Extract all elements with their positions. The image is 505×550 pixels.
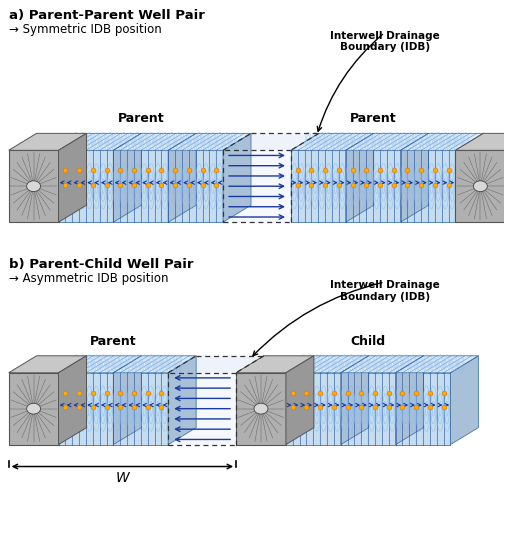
Polygon shape bbox=[114, 373, 168, 444]
Polygon shape bbox=[341, 373, 395, 444]
Text: a) Parent-Parent Well Pair: a) Parent-Parent Well Pair bbox=[9, 9, 205, 21]
Ellipse shape bbox=[254, 403, 268, 414]
Polygon shape bbox=[395, 356, 424, 444]
Text: Parent: Parent bbox=[350, 112, 396, 125]
Polygon shape bbox=[9, 133, 86, 150]
Text: Parent: Parent bbox=[118, 112, 164, 125]
Polygon shape bbox=[9, 150, 59, 222]
Text: b) Parent-Child Well Pair: b) Parent-Child Well Pair bbox=[9, 258, 193, 271]
Polygon shape bbox=[168, 356, 196, 444]
Polygon shape bbox=[456, 133, 483, 222]
Polygon shape bbox=[9, 373, 59, 444]
Polygon shape bbox=[286, 373, 341, 444]
Polygon shape bbox=[114, 133, 141, 222]
Text: → Asymmetric IDB position: → Asymmetric IDB position bbox=[9, 272, 168, 285]
Polygon shape bbox=[395, 356, 478, 373]
Polygon shape bbox=[59, 356, 86, 444]
Polygon shape bbox=[236, 356, 264, 444]
Polygon shape bbox=[114, 356, 141, 444]
Polygon shape bbox=[168, 133, 251, 150]
Text: Interwell Drainage
Boundary (IDB): Interwell Drainage Boundary (IDB) bbox=[330, 31, 439, 52]
Polygon shape bbox=[341, 356, 369, 444]
Polygon shape bbox=[400, 133, 429, 222]
Polygon shape bbox=[223, 150, 291, 222]
Polygon shape bbox=[456, 150, 505, 222]
Polygon shape bbox=[114, 133, 196, 150]
Text: Interwell Drainage
Boundary (IDB): Interwell Drainage Boundary (IDB) bbox=[330, 280, 439, 301]
Polygon shape bbox=[168, 356, 264, 373]
Polygon shape bbox=[59, 133, 141, 150]
Ellipse shape bbox=[27, 181, 40, 191]
Polygon shape bbox=[400, 133, 483, 150]
Text: W: W bbox=[116, 470, 129, 485]
Polygon shape bbox=[395, 373, 450, 444]
Ellipse shape bbox=[27, 403, 40, 414]
Polygon shape bbox=[114, 356, 196, 373]
Polygon shape bbox=[59, 373, 114, 444]
Polygon shape bbox=[286, 356, 314, 444]
Polygon shape bbox=[236, 373, 286, 444]
Polygon shape bbox=[286, 356, 369, 373]
Polygon shape bbox=[400, 150, 456, 222]
Polygon shape bbox=[341, 356, 424, 373]
Polygon shape bbox=[291, 133, 319, 222]
Polygon shape bbox=[450, 356, 478, 444]
Polygon shape bbox=[168, 133, 196, 222]
Text: Parent: Parent bbox=[90, 335, 137, 348]
Text: → Symmetric IDB position: → Symmetric IDB position bbox=[9, 23, 162, 36]
Polygon shape bbox=[168, 373, 236, 444]
Ellipse shape bbox=[473, 181, 487, 191]
Polygon shape bbox=[9, 356, 86, 373]
Polygon shape bbox=[223, 133, 251, 222]
Polygon shape bbox=[456, 133, 505, 150]
Polygon shape bbox=[59, 150, 114, 222]
Polygon shape bbox=[291, 150, 346, 222]
Polygon shape bbox=[223, 133, 319, 150]
Polygon shape bbox=[236, 356, 314, 373]
Polygon shape bbox=[291, 133, 374, 150]
Polygon shape bbox=[346, 133, 374, 222]
Polygon shape bbox=[114, 150, 168, 222]
Polygon shape bbox=[346, 150, 400, 222]
Polygon shape bbox=[59, 356, 141, 373]
Polygon shape bbox=[346, 133, 429, 150]
Text: Child: Child bbox=[350, 335, 386, 348]
Polygon shape bbox=[59, 133, 86, 222]
Polygon shape bbox=[168, 150, 223, 222]
